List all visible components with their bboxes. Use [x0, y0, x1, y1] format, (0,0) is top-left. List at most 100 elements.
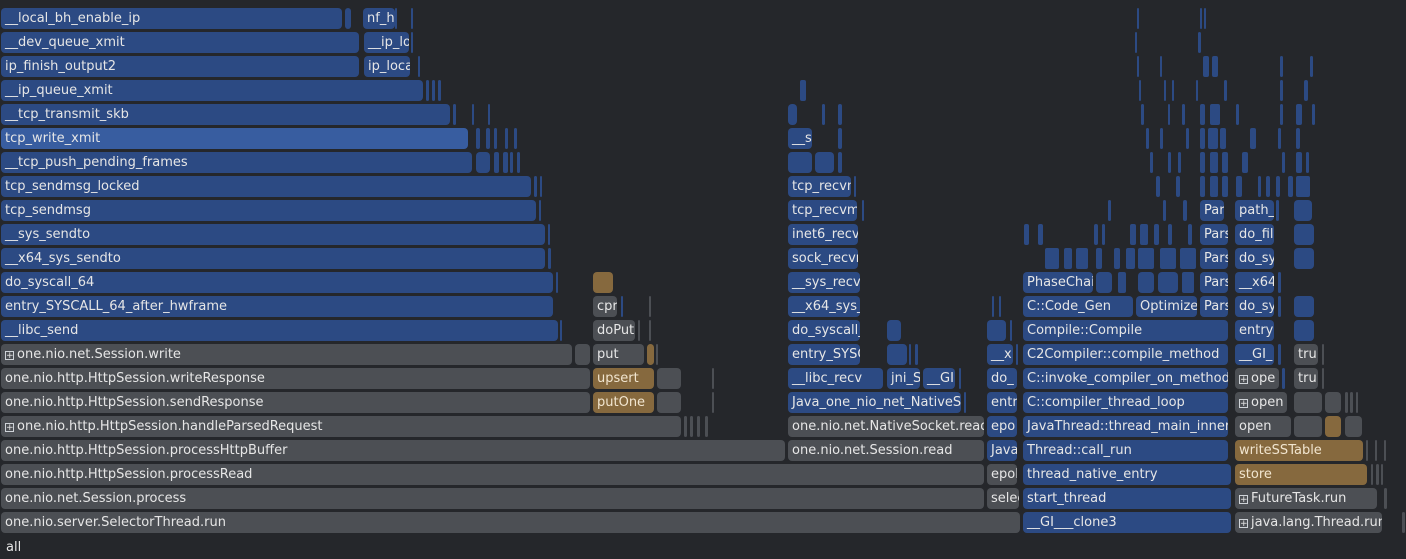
stack-frame[interactable]: do_sy	[1235, 296, 1274, 317]
stack-frame-sliver[interactable]	[1016, 344, 1018, 365]
stack-frame[interactable]: PhaseChai	[1023, 272, 1093, 293]
stack-frame-sliver[interactable]	[418, 56, 420, 77]
stack-frame-sliver[interactable]	[1137, 56, 1139, 77]
stack-frame-sliver[interactable]	[712, 368, 714, 389]
stack-frame-sliver[interactable]	[1250, 128, 1256, 149]
stack-frame-sliver[interactable]	[1236, 104, 1239, 125]
stack-frame-sliver[interactable]	[822, 104, 825, 125]
stack-frame[interactable]: __GI_	[1235, 344, 1274, 365]
stack-frame-sliver[interactable]	[548, 248, 551, 269]
stack-frame[interactable]	[1294, 224, 1314, 245]
stack-frame-sliver[interactable]	[1278, 296, 1281, 317]
stack-frame-sliver[interactable]	[1200, 8, 1202, 29]
stack-frame-sliver[interactable]	[1266, 176, 1270, 197]
root-frame-all[interactable]: all	[6, 540, 22, 555]
stack-frame-sliver[interactable]	[1186, 128, 1189, 149]
stack-frame-sliver[interactable]	[690, 416, 693, 437]
stack-frame-sliver[interactable]	[517, 152, 520, 173]
stack-frame[interactable]: nf_h	[363, 8, 395, 29]
stack-frame-sliver[interactable]	[1150, 152, 1153, 173]
stack-frame-sliver[interactable]	[1224, 80, 1227, 101]
stack-frame-sliver[interactable]	[1280, 104, 1283, 125]
stack-frame[interactable]	[1294, 416, 1322, 437]
stack-frame[interactable]: __GI	[923, 368, 955, 389]
stack-frame[interactable]	[657, 392, 681, 413]
stack-frame[interactable]: one.nio.http.HttpSession.processRead	[1, 464, 984, 485]
stack-frame-sliver[interactable]	[915, 344, 918, 365]
stack-frame-sliver[interactable]	[909, 344, 911, 365]
stack-frame[interactable]: selec	[987, 488, 1019, 509]
stack-frame-sliver[interactable]	[1138, 248, 1154, 269]
stack-frame-sliver[interactable]	[1140, 224, 1148, 245]
stack-frame[interactable]: tcp_sendmsg_locked	[1, 176, 531, 197]
stack-frame-sliver[interactable]	[1102, 224, 1105, 245]
stack-frame[interactable]: __x64_sys_	[788, 296, 860, 317]
stack-frame[interactable]	[1096, 272, 1112, 293]
stack-frame-sliver[interactable]	[1402, 512, 1405, 533]
stack-frame-sliver[interactable]	[1160, 248, 1176, 269]
stack-frame-sliver[interactable]	[1163, 200, 1166, 221]
stack-frame-sliver[interactable]	[1276, 176, 1280, 197]
stack-frame[interactable]: one.nio.server.SelectorThread.run	[1, 512, 1020, 533]
stack-frame[interactable]	[345, 8, 351, 29]
stack-frame-sliver[interactable]	[1322, 368, 1324, 389]
stack-frame-sliver[interactable]	[1381, 464, 1383, 485]
stack-frame[interactable]: __x64	[1235, 272, 1274, 293]
stack-frame-sliver[interactable]	[1198, 32, 1201, 53]
stack-frame[interactable]: __tcp_push_pending_frames	[1, 152, 472, 173]
stack-frame-sliver[interactable]	[1384, 440, 1386, 461]
stack-frame-sliver[interactable]	[1180, 248, 1196, 269]
stack-frame-sliver[interactable]	[1371, 464, 1373, 485]
stack-frame[interactable]	[1138, 272, 1154, 293]
stack-frame[interactable]: path_	[1235, 200, 1274, 221]
stack-frame-sliver[interactable]	[1168, 152, 1171, 173]
stack-frame[interactable]	[1294, 248, 1314, 269]
stack-frame[interactable]: one.nio.net.Session.process	[1, 488, 984, 509]
stack-frame[interactable]: __tcp_transmit_skb	[1, 104, 450, 125]
stack-frame[interactable]: open	[1235, 416, 1291, 437]
stack-frame-sliver[interactable]	[1156, 176, 1160, 197]
stack-frame-sliver[interactable]	[1296, 128, 1300, 149]
stack-frame-sliver[interactable]	[1135, 32, 1137, 53]
stack-frame[interactable]: sock_recvm	[788, 248, 858, 269]
stack-frame[interactable]: __x64_sys_sendto	[1, 248, 545, 269]
stack-frame-sliver[interactable]	[1182, 272, 1194, 293]
stack-frame-sliver[interactable]	[1280, 56, 1283, 77]
stack-frame[interactable]: + open	[1235, 392, 1287, 413]
stack-frame-sliver[interactable]	[1172, 80, 1174, 101]
stack-frame-sliver[interactable]	[1203, 56, 1209, 77]
stack-frame-sliver[interactable]	[838, 104, 842, 125]
stack-frame[interactable]	[575, 344, 590, 365]
stack-frame-sliver[interactable]	[1183, 200, 1187, 221]
expand-icon[interactable]: +	[1239, 519, 1248, 529]
stack-frame-sliver[interactable]	[1188, 224, 1192, 245]
stack-frame[interactable]	[1158, 272, 1178, 293]
stack-frame-sliver[interactable]	[1076, 248, 1088, 269]
stack-frame[interactable]: Java_one_nio_net_NativeSocket	[788, 392, 961, 413]
stack-frame-sliver[interactable]	[494, 128, 497, 149]
stack-frame[interactable]: entry_SYSCALL_64_after_hwframe	[1, 296, 553, 317]
stack-frame-sliver[interactable]	[1280, 80, 1283, 101]
stack-frame-sliver[interactable]	[1222, 152, 1228, 173]
stack-frame-sliver[interactable]	[486, 128, 490, 149]
stack-frame-sliver[interactable]	[1296, 104, 1302, 125]
stack-frame[interactable]: epo	[987, 416, 1017, 437]
stack-frame-sliver[interactable]	[1306, 152, 1309, 173]
stack-frame-sliver[interactable]	[1024, 224, 1029, 245]
stack-frame-sliver[interactable]	[1220, 128, 1226, 149]
stack-frame-sliver[interactable]	[556, 272, 558, 293]
stack-frame-sliver[interactable]	[1345, 392, 1348, 413]
stack-frame-sliver[interactable]	[476, 128, 480, 149]
stack-frame-sliver[interactable]	[1176, 176, 1180, 197]
stack-frame[interactable]: __sys_sendto	[1, 224, 545, 245]
stack-frame-sliver[interactable]	[854, 176, 856, 197]
stack-frame-sliver[interactable]	[1210, 152, 1218, 173]
stack-frame[interactable]: + ope	[1235, 368, 1279, 389]
stack-frame[interactable]: put	[593, 344, 644, 365]
stack-frame-sliver[interactable]	[1094, 224, 1098, 245]
stack-frame[interactable]: __x	[987, 344, 1013, 365]
stack-frame[interactable]: tru	[1294, 368, 1318, 389]
stack-frame[interactable]: upsert	[593, 368, 654, 389]
stack-frame[interactable]	[1294, 200, 1312, 221]
stack-frame[interactable]	[476, 152, 490, 173]
